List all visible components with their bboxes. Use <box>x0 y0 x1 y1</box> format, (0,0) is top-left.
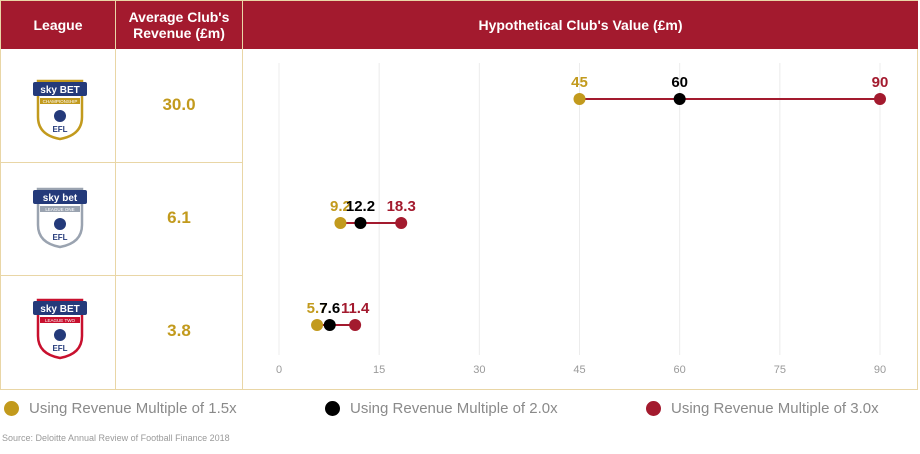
badge-ball-icon <box>54 110 66 122</box>
data-table: League Average Club's Revenue (£m) Hypot… <box>0 0 918 390</box>
x-tick-label: 0 <box>276 364 282 376</box>
legend-dot <box>646 401 661 416</box>
data-point <box>311 319 324 331</box>
badge-sub-bar <box>40 317 80 323</box>
badge-bottom-text: EFL <box>52 233 67 242</box>
data-label: 11.4 <box>341 300 370 317</box>
header-league: League <box>1 1 115 49</box>
badge-sub-bar <box>40 206 80 212</box>
data-label: 90 <box>872 74 889 91</box>
x-tick-label: 75 <box>774 364 786 376</box>
column-divider <box>242 1 243 389</box>
data-point <box>354 217 367 229</box>
legend-item-1-5x: Using Revenue Multiple of 1.5x <box>4 400 237 417</box>
value-chart: 0 15 30 45 60 75 90 45 60 90 9.212.2 18.3 5.77.6 11.4 <box>276 63 889 376</box>
row-divider <box>1 162 242 163</box>
data-point <box>349 319 362 331</box>
source-note: Source: Deloitte Annual Review of Footba… <box>2 433 230 443</box>
data-label: 18.3 <box>387 198 416 215</box>
data-point <box>334 217 347 229</box>
legend-dot <box>4 401 19 416</box>
badge-top-text: sky BET <box>40 85 79 96</box>
data-label: 9.2 <box>330 198 351 215</box>
data-label: 7.6 <box>319 300 340 317</box>
x-tick-label: 60 <box>674 364 686 376</box>
badge-top-text: sky bet <box>43 193 78 204</box>
legend-dot <box>325 401 340 416</box>
x-tick-label: 45 <box>573 364 585 376</box>
badge-bottom-text: EFL <box>52 344 67 353</box>
data-point <box>395 217 408 229</box>
header-revenue: Average Club's Revenue (£m) <box>116 1 242 49</box>
revenue-league-one: 6.1 <box>167 208 191 227</box>
header-value: Hypothetical Club's Value (£m) <box>243 1 918 49</box>
column-divider <box>115 1 116 389</box>
legend-label: Using Revenue Multiple of 2.0x <box>350 400 558 417</box>
data-point <box>673 93 686 105</box>
badge-ball-icon <box>54 218 66 230</box>
league-two-badge: sky BET LEAGUE TWO EFL <box>33 298 87 360</box>
row-divider <box>1 275 242 276</box>
badge-sub-text: LEAGUE TWO <box>45 318 75 323</box>
legend-label: Using Revenue Multiple of 3.0x <box>671 400 879 417</box>
x-tick-label: 90 <box>874 364 886 376</box>
data-point <box>573 93 586 105</box>
badge-banner <box>33 82 87 96</box>
legend-label: Using Revenue Multiple of 1.5x <box>29 400 237 417</box>
badge-bottom-text: EFL <box>52 125 67 134</box>
data-point <box>323 319 336 331</box>
badge-banner <box>33 190 87 204</box>
data-label: 12.2 <box>346 198 375 215</box>
x-tick-label: 15 <box>373 364 385 376</box>
header-value-label: Hypothetical Club's Value (£m) <box>478 17 683 33</box>
legend-item-3-0x: Using Revenue Multiple of 3.0x <box>646 400 879 417</box>
header-revenue-label: Average Club's Revenue (£m) <box>128 9 230 41</box>
data-label: 60 <box>671 74 688 91</box>
badge-sub-text: LEAGUE ONE <box>45 207 74 212</box>
data-label: 5.7 <box>307 300 328 317</box>
badge-top-text: sky BET <box>40 304 79 315</box>
legend: Using Revenue Multiple of 1.5x Using Rev… <box>0 400 918 424</box>
league-one-badge: sky bet LEAGUE ONE EFL <box>33 187 87 249</box>
badge-ball-icon <box>54 329 66 341</box>
badge-banner <box>33 301 87 315</box>
legend-item-2-0x: Using Revenue Multiple of 2.0x <box>325 400 558 417</box>
revenue-championship: 30.0 <box>162 95 196 114</box>
x-tick-label: 30 <box>473 364 485 376</box>
badge-sub-text: CHAMPIONSHIP <box>43 99 78 104</box>
badge-sub-bar <box>40 98 80 104</box>
data-label: 45 <box>571 74 588 91</box>
header-league-label: League <box>33 17 83 33</box>
revenue-league-two: 3.8 <box>167 321 191 340</box>
championship-badge: sky BET CHAMPIONSHIP EFL <box>33 79 87 141</box>
data-point <box>874 93 886 105</box>
